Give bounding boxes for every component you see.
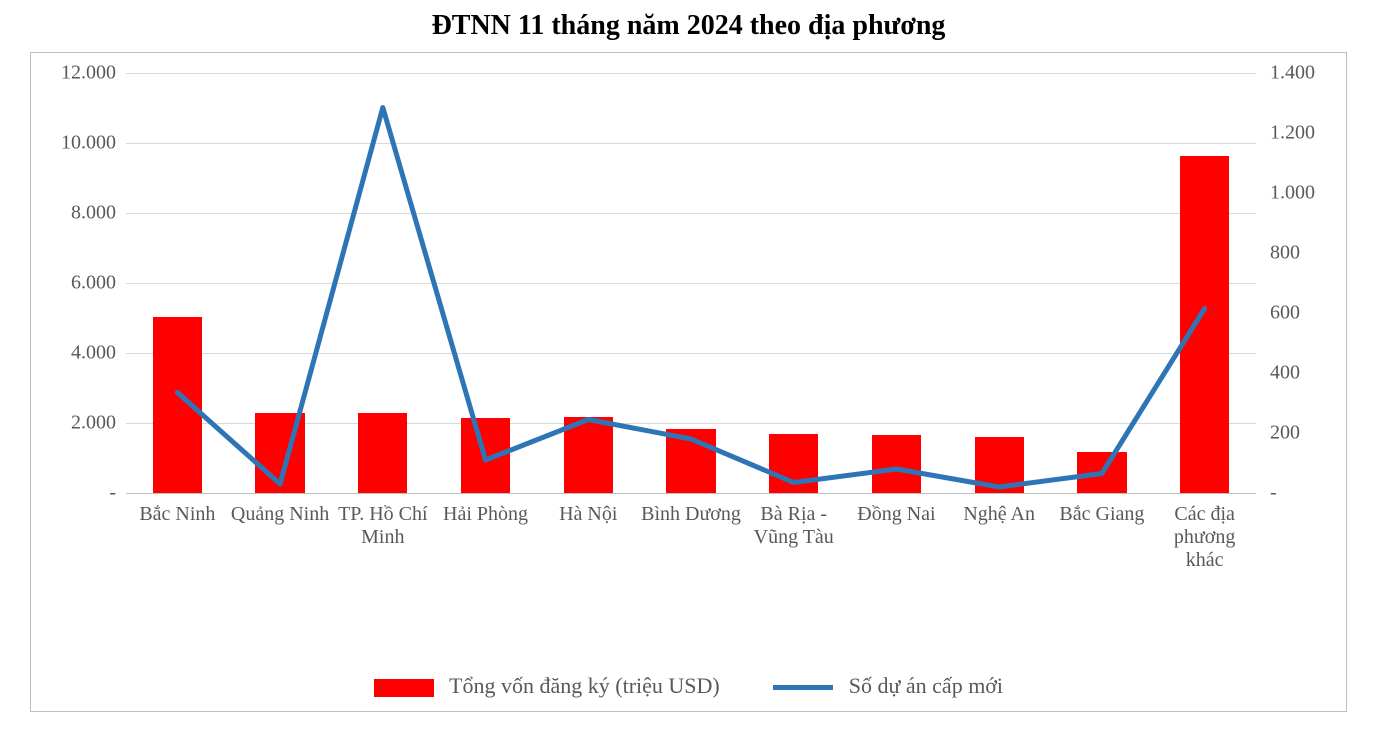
- legend: Tổng vốn đăng ký (triệu USD) Số dự án cấ…: [31, 671, 1346, 699]
- chart-title: ĐTNN 11 tháng năm 2024 theo địa phương: [0, 0, 1377, 42]
- legend-line-swatch: [773, 685, 833, 690]
- legend-item-line: Số dự án cấp mới: [773, 673, 1003, 699]
- legend-line-label: Số dự án cấp mới: [849, 673, 1003, 698]
- legend-bar-label: Tổng vốn đăng ký (triệu USD): [449, 673, 720, 698]
- line-series: [31, 53, 1306, 543]
- chart-frame: Tổng vốn đăng ký (triệu USD) Số dự án cấ…: [30, 52, 1347, 712]
- legend-bar-swatch: [374, 679, 434, 697]
- legend-item-bars: Tổng vốn đăng ký (triệu USD): [374, 673, 720, 699]
